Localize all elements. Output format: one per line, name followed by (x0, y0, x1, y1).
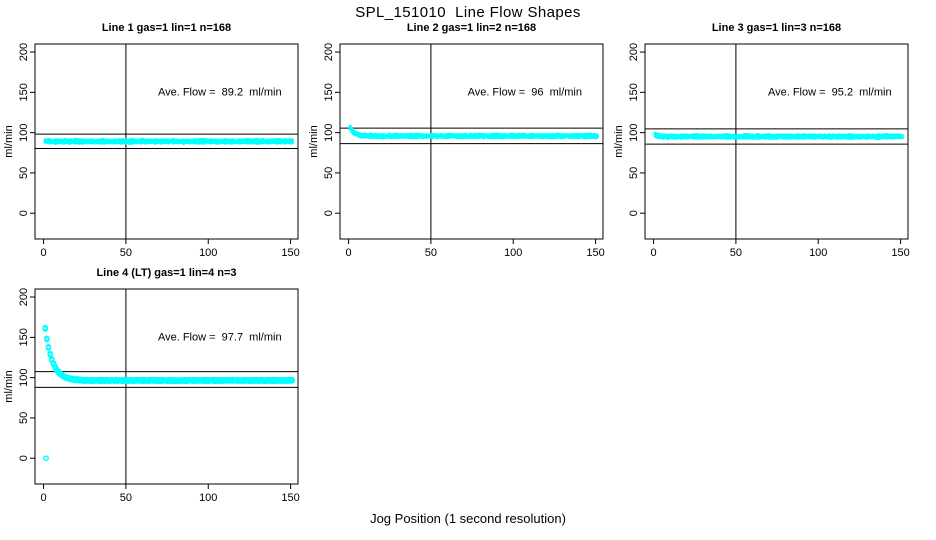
ave-flow-annotation: Ave. Flow = 89.2 ml/min (158, 87, 282, 99)
data-points (348, 124, 599, 140)
y-tick-label: 200 (18, 288, 30, 306)
y-tick-label: 0 (323, 210, 335, 216)
y-tick-label: 0 (628, 210, 640, 216)
subplot-line3-canvas: 0 50 100 150 0 50 100 150 200 ml/min Ave. Flow = 9… (613, 43, 910, 259)
y-tick-label: 100 (18, 123, 30, 141)
plot-box (644, 43, 909, 240)
y-tick-label: 100 (323, 123, 335, 141)
y-tick-label: 50 (18, 412, 30, 424)
y-tick-label: 150 (18, 83, 30, 101)
subplot-line4-title: Line 4 (LT) gas=1 lin=4 n=3 (96, 267, 237, 279)
plot-box (339, 43, 604, 240)
y-tick-label: 200 (628, 43, 640, 61)
y-axis-label: ml/min (3, 370, 15, 402)
y-tick-label: 100 (628, 123, 640, 141)
x-tick-label: 50 (120, 247, 132, 259)
y-tick-label: 150 (323, 83, 335, 101)
axes: 0 50 100 150 0 50 100 150 200 ml/min (613, 43, 910, 259)
y-axis-label: ml/min (308, 125, 320, 157)
y-tick-label: 50 (18, 167, 30, 179)
plot-box (34, 288, 299, 485)
y-tick-label: 200 (18, 43, 30, 61)
x-tick-label: 50 (730, 247, 742, 259)
x-tick-label: 0 (651, 247, 657, 259)
y-tick-label: 150 (628, 83, 640, 101)
x-tick-label: 50 (425, 247, 437, 259)
subplot-line1-title: Line 1 gas=1 lin=1 n=168 (101, 22, 232, 34)
x-tick-label: 100 (504, 247, 522, 259)
ave-flow-annotation: Ave. Flow = 96 ml/min (468, 87, 582, 99)
subplot-line2-canvas: 0 50 100 150 0 50 100 150 200 ml/min Ave. Flow = 9… (308, 43, 605, 259)
x-tick-label: 100 (199, 492, 217, 504)
data-points (653, 131, 904, 141)
ave-flow-annotation: Ave. Flow = 97.7 ml/min (158, 332, 282, 344)
subplot-line1: Line 1 gas=1 lin=1 n=168 0 50 100 150 0 50 100… (0, 20, 305, 265)
y-axis-label: ml/min (3, 125, 15, 157)
y-tick-label: 100 (18, 368, 30, 386)
y-tick-label: 0 (18, 210, 30, 216)
x-tick-label: 100 (809, 247, 827, 259)
subplot-line3: Line 3 gas=1 lin=3 n=168 0 50 100 150 0 50 100… (610, 20, 915, 265)
x-tick-label: 100 (199, 247, 217, 259)
data-points (43, 137, 294, 146)
subplot-line3-title: Line 3 gas=1 lin=3 n=168 (711, 22, 842, 34)
x-tick-label: 150 (281, 492, 299, 504)
subplot-line2: Line 2 gas=1 lin=2 n=168 0 50 100 150 0 50 100… (305, 20, 610, 265)
x-tick-label: 150 (281, 247, 299, 259)
subplot-line4-canvas: 0 50 100 150 0 50 100 150 200 ml/min Ave. Flow = 9… (3, 288, 300, 504)
data-points (42, 324, 295, 462)
x-axis-label: Jog Position (1 second resolution) (370, 511, 566, 526)
plot-box (34, 43, 299, 240)
x-tick-label: 50 (120, 492, 132, 504)
subplot-line4: Line 4 (LT) gas=1 lin=4 n=3 0 50 100 150 0 50… (0, 265, 305, 510)
y-tick-label: 0 (18, 455, 30, 461)
y-tick-label: 200 (323, 43, 335, 61)
x-tick-label: 0 (41, 492, 47, 504)
ave-flow-annotation: Ave. Flow = 95.2 ml/min (768, 87, 892, 99)
axes: 0 50 100 150 0 50 100 150 200 ml/min (3, 288, 300, 504)
x-tick-label: 150 (891, 247, 909, 259)
y-tick-label: 50 (323, 167, 335, 179)
figure-title: SPL_151010 Line Flow Shapes (355, 4, 581, 21)
subplot-line1-canvas: 0 50 100 150 0 50 100 150 200 ml/min Ave. Flow = 8… (3, 43, 300, 259)
outlier-point (43, 455, 49, 462)
x-tick-label: 0 (41, 247, 47, 259)
y-tick-label: 150 (18, 328, 30, 346)
y-tick-label: 50 (628, 167, 640, 179)
axes: 0 50 100 150 0 50 100 150 200 ml/min (3, 43, 300, 259)
x-tick-label: 150 (586, 247, 604, 259)
axes: 0 50 100 150 0 50 100 150 200 ml/min (308, 43, 605, 259)
subplot-line2-title: Line 2 gas=1 lin=2 n=168 (406, 22, 537, 34)
y-axis-label: ml/min (613, 125, 625, 157)
x-tick-label: 0 (346, 247, 352, 259)
